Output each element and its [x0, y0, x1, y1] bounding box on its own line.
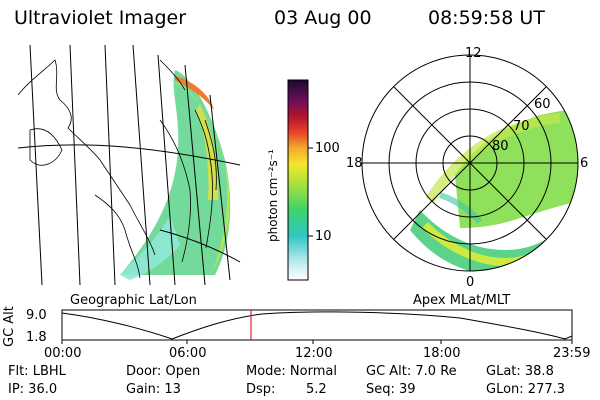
apex-caption: Apex MLat/MLT: [413, 293, 511, 308]
gc-alt-info: GC Alt: 7.0 Re: [366, 364, 457, 379]
lat-label-80: 80: [492, 139, 509, 154]
mode-info: Mode: Normal: [246, 364, 337, 379]
gain-info: Gain: 13: [126, 382, 181, 397]
timeline-xtick-2359: 23:59: [553, 346, 591, 361]
timeline-xtick-1200: 12:00: [295, 346, 333, 361]
geographic-caption: Geographic Lat/Lon: [70, 293, 197, 308]
dsp-label: Dsp:: [246, 382, 276, 397]
altitude-curve: [61, 311, 573, 340]
altitude-timeline-frame: [61, 309, 573, 341]
timeline-axis-label: GC Alt: [2, 306, 17, 347]
timeline-xtick-1800: 18:00: [423, 346, 461, 361]
mlt-label-0: 0: [466, 275, 475, 290]
colorbar: [287, 79, 309, 281]
title: Ultraviolet Imager: [14, 7, 187, 29]
lat-label-70: 70: [513, 119, 530, 134]
mlt-label-6: 6: [580, 156, 589, 171]
dsp-value: 5.2: [306, 382, 327, 397]
filter-info: Flt: LBHL: [8, 364, 66, 379]
time: 08:59:58 UT: [428, 7, 545, 29]
mlt-label-12: 12: [465, 46, 482, 61]
colorbar-tick-10: 10: [315, 229, 332, 244]
timeline-xtick-0600: 06:00: [169, 346, 207, 361]
ip-info: IP: 36.0: [8, 382, 58, 397]
door-info: Door: Open: [126, 364, 201, 379]
glon-info: GLon: 277.3: [486, 382, 566, 397]
date: 03 Aug 00: [274, 7, 372, 29]
timeline-xtick-0000: 00:00: [44, 346, 82, 361]
seq-info: Seq: 39: [366, 382, 416, 397]
polar-plot: [361, 54, 579, 272]
timeline-ytick-1-8: 1.8: [26, 330, 47, 345]
lat-label-60: 60: [534, 97, 551, 112]
colorbar-unit-label: photon cm⁻²s⁻¹: [266, 149, 280, 242]
glat-info: GLat: 38.8: [486, 364, 554, 379]
mlt-label-18: 18: [346, 156, 363, 171]
timeline-ytick-9: 9.0: [26, 308, 47, 323]
colorbar-tick-100: 100: [315, 141, 340, 156]
